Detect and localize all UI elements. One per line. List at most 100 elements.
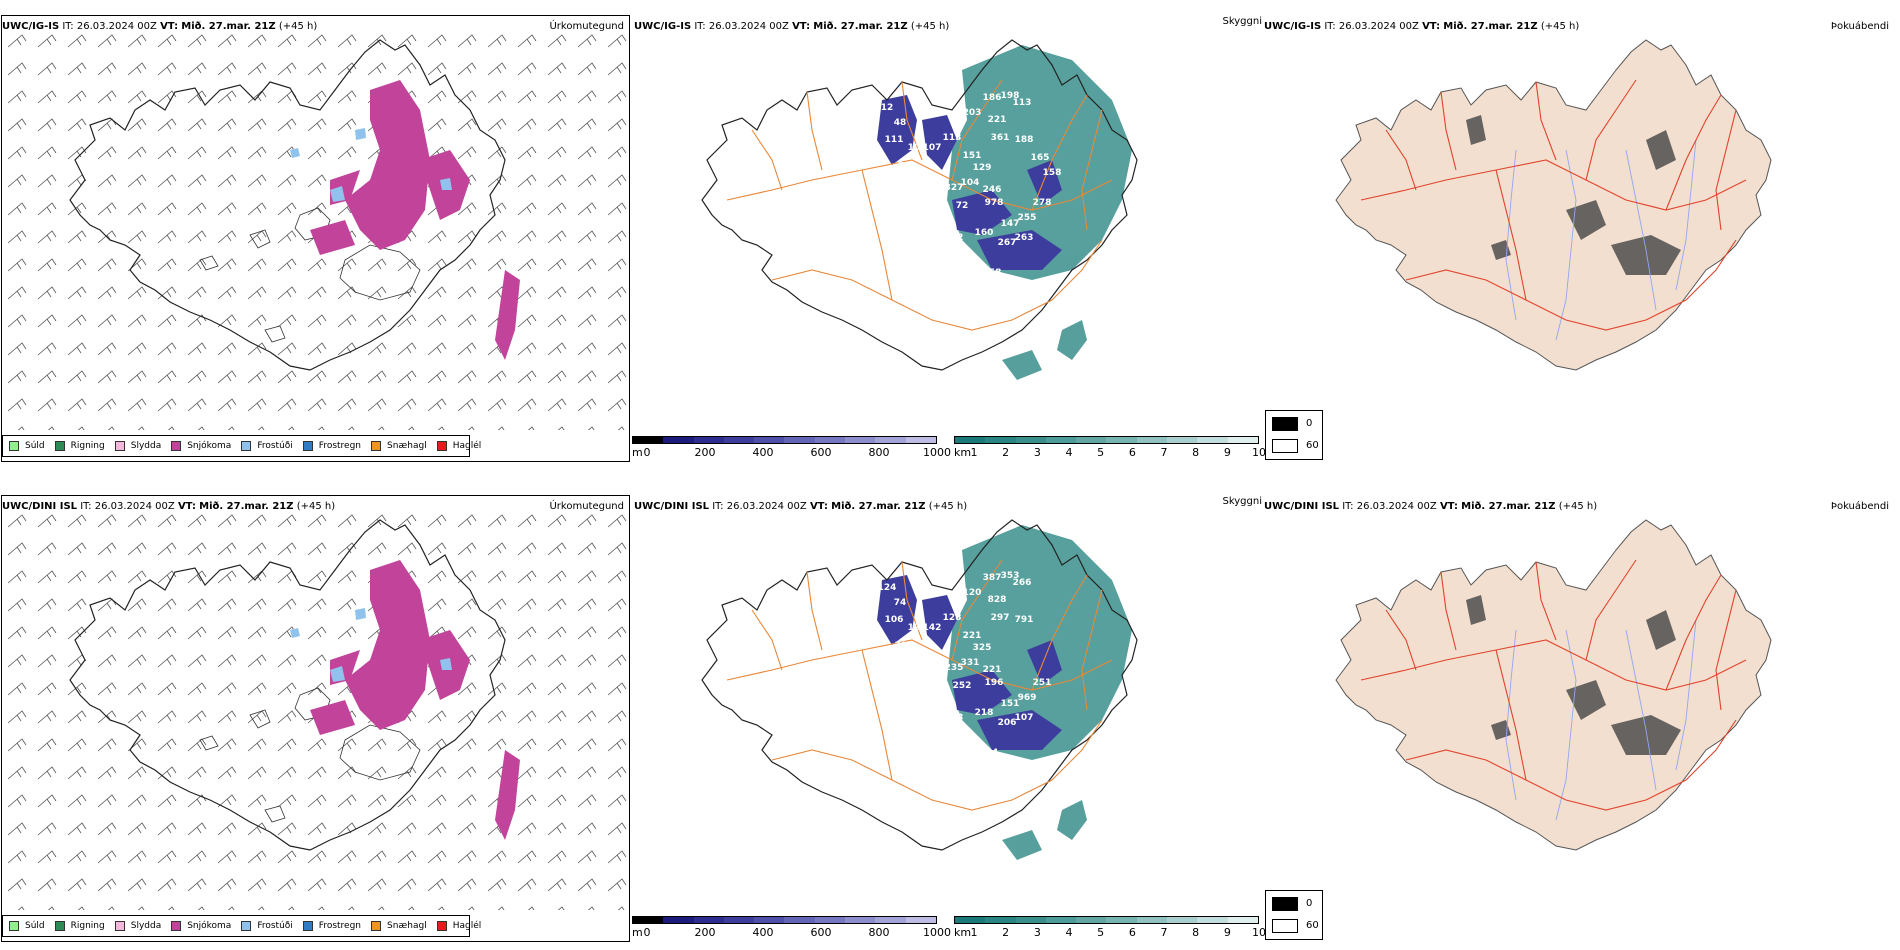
colorbar-segment	[1167, 437, 1198, 443]
wind-barb-icon	[487, 370, 507, 384]
wind-barb-icon	[457, 822, 477, 836]
wind-barb-icon	[7, 598, 27, 612]
wind-barb-icon	[457, 286, 477, 300]
wind-barb-icon	[247, 146, 267, 160]
wind-barb-icon	[517, 174, 537, 188]
wind-barb-icon	[517, 230, 537, 244]
wind-barb-icon	[607, 286, 627, 300]
colorbar-segment	[663, 917, 694, 923]
colorbar-segment	[985, 917, 1016, 923]
road-line	[901, 561, 923, 641]
legend-item: Snjókoma	[171, 921, 231, 931]
visibility-value-label: 93	[931, 218, 944, 228]
visibility-colorbar-km	[954, 916, 1259, 924]
wind-barb-icon	[217, 598, 237, 612]
wind-barb-icon	[127, 794, 147, 808]
wind-barb-icon	[607, 146, 627, 160]
river-line	[1675, 139, 1697, 291]
wind-barb-icon	[97, 258, 117, 272]
visibility-value-label: 221	[983, 665, 1002, 675]
wind-barb-icon	[37, 174, 57, 188]
wind-barb-icon	[187, 850, 207, 864]
wind-barb-icon	[127, 174, 147, 188]
legend-swatch	[171, 441, 182, 451]
wind-barb-icon	[377, 426, 385, 430]
lead-time: (+45 h)	[928, 501, 968, 512]
legend-label: Súld	[25, 921, 45, 931]
legend-swatch	[9, 921, 19, 931]
wind-barb-icon	[427, 370, 447, 384]
wind-barb-icon	[547, 398, 567, 412]
wind-barb-icon	[367, 258, 387, 272]
wind-barb-icon	[127, 90, 147, 104]
wind-barb-icon	[577, 230, 597, 244]
low-visibility-region	[1057, 320, 1087, 360]
colorbar-segment	[1015, 917, 1046, 923]
wind-barb-icon	[247, 202, 267, 216]
wind-barb-icon	[397, 878, 417, 892]
wind-barb-icon	[47, 906, 55, 910]
precip-type-legend: Súld Rigning Slydda Snjókoma Frostúði Frostre…	[2, 435, 481, 457]
wind-barb-icon	[547, 118, 567, 132]
colorbar-segment	[875, 917, 906, 923]
colorbar-segment	[1136, 917, 1168, 923]
wind-barb-icon	[247, 62, 267, 76]
wind-barb-icon	[127, 822, 147, 836]
panel-title: Skyggni	[1222, 16, 1262, 27]
legend-swatch	[302, 921, 313, 931]
road-line	[1405, 239, 1737, 331]
wind-barb-icon	[157, 766, 177, 780]
wind-barb-icon	[577, 878, 597, 892]
wind-barb-icon	[97, 342, 117, 356]
wind-barb-icon	[607, 822, 627, 836]
wind-barb-icon	[167, 906, 175, 910]
legend-swatch	[54, 441, 65, 451]
colorbar-segment	[1167, 917, 1198, 923]
colorbar-segment	[955, 437, 986, 443]
low-visibility-region	[1057, 800, 1087, 840]
legend-item: Snæhagl	[371, 921, 427, 931]
wind-barb-icon	[187, 314, 207, 328]
legend-label: Snjókoma	[187, 921, 232, 931]
visibility-value-label: 213	[928, 698, 947, 708]
colorbar-tick-label: 1	[970, 446, 978, 459]
river-line	[1625, 629, 1657, 791]
wind-barb-icon	[157, 174, 177, 188]
wind-barb-icon	[517, 202, 537, 216]
vt-value: Mið. 27.mar. 21Z	[1443, 21, 1538, 32]
wind-barb-icon	[217, 738, 237, 752]
wind-barb-icon	[187, 398, 207, 412]
wind-barb-icon	[277, 850, 297, 864]
colorbar-segment	[693, 917, 724, 923]
wind-barb-icon	[97, 398, 117, 412]
wind-barb-icon	[247, 398, 267, 412]
run-header: UWC/IG-IS IT: 26.03.2024 00Z VT: Mið. 27…	[2, 21, 317, 32]
wind-barb-icon	[217, 542, 237, 556]
wind-barb-icon	[187, 146, 207, 160]
visibility-value-label: 94	[986, 748, 999, 758]
wind-barb-icon	[127, 542, 147, 556]
wind-barb-icon	[397, 62, 417, 76]
wind-barb-icon	[97, 34, 117, 48]
wind-barb-icon	[187, 710, 207, 724]
wind-barb-icon	[487, 514, 507, 528]
fog-legend-value-60: 60	[1306, 440, 1319, 451]
wind-barb-icon	[337, 370, 357, 384]
colorbar-segment	[723, 917, 755, 923]
wind-barb-icon	[97, 370, 117, 384]
legend-label: Súld	[25, 441, 45, 451]
model-name: UWC/DINI ISL	[1264, 501, 1340, 512]
wind-barb-icon	[157, 626, 177, 640]
wind-barb-icon	[607, 370, 627, 384]
colorbar-segment	[985, 437, 1016, 443]
colorbar-segment	[693, 437, 724, 443]
wind-barb-icon	[307, 878, 327, 892]
wind-barb-icon	[547, 878, 567, 892]
wind-barb-icon	[287, 906, 295, 910]
wind-barb-icon	[607, 598, 627, 612]
wind-barb-icon	[7, 766, 27, 780]
wind-barb-icon	[487, 738, 507, 752]
wind-barb-icon	[547, 370, 567, 384]
wind-barb-icon	[487, 850, 507, 864]
fog-legend-value-0: 0	[1306, 418, 1313, 429]
